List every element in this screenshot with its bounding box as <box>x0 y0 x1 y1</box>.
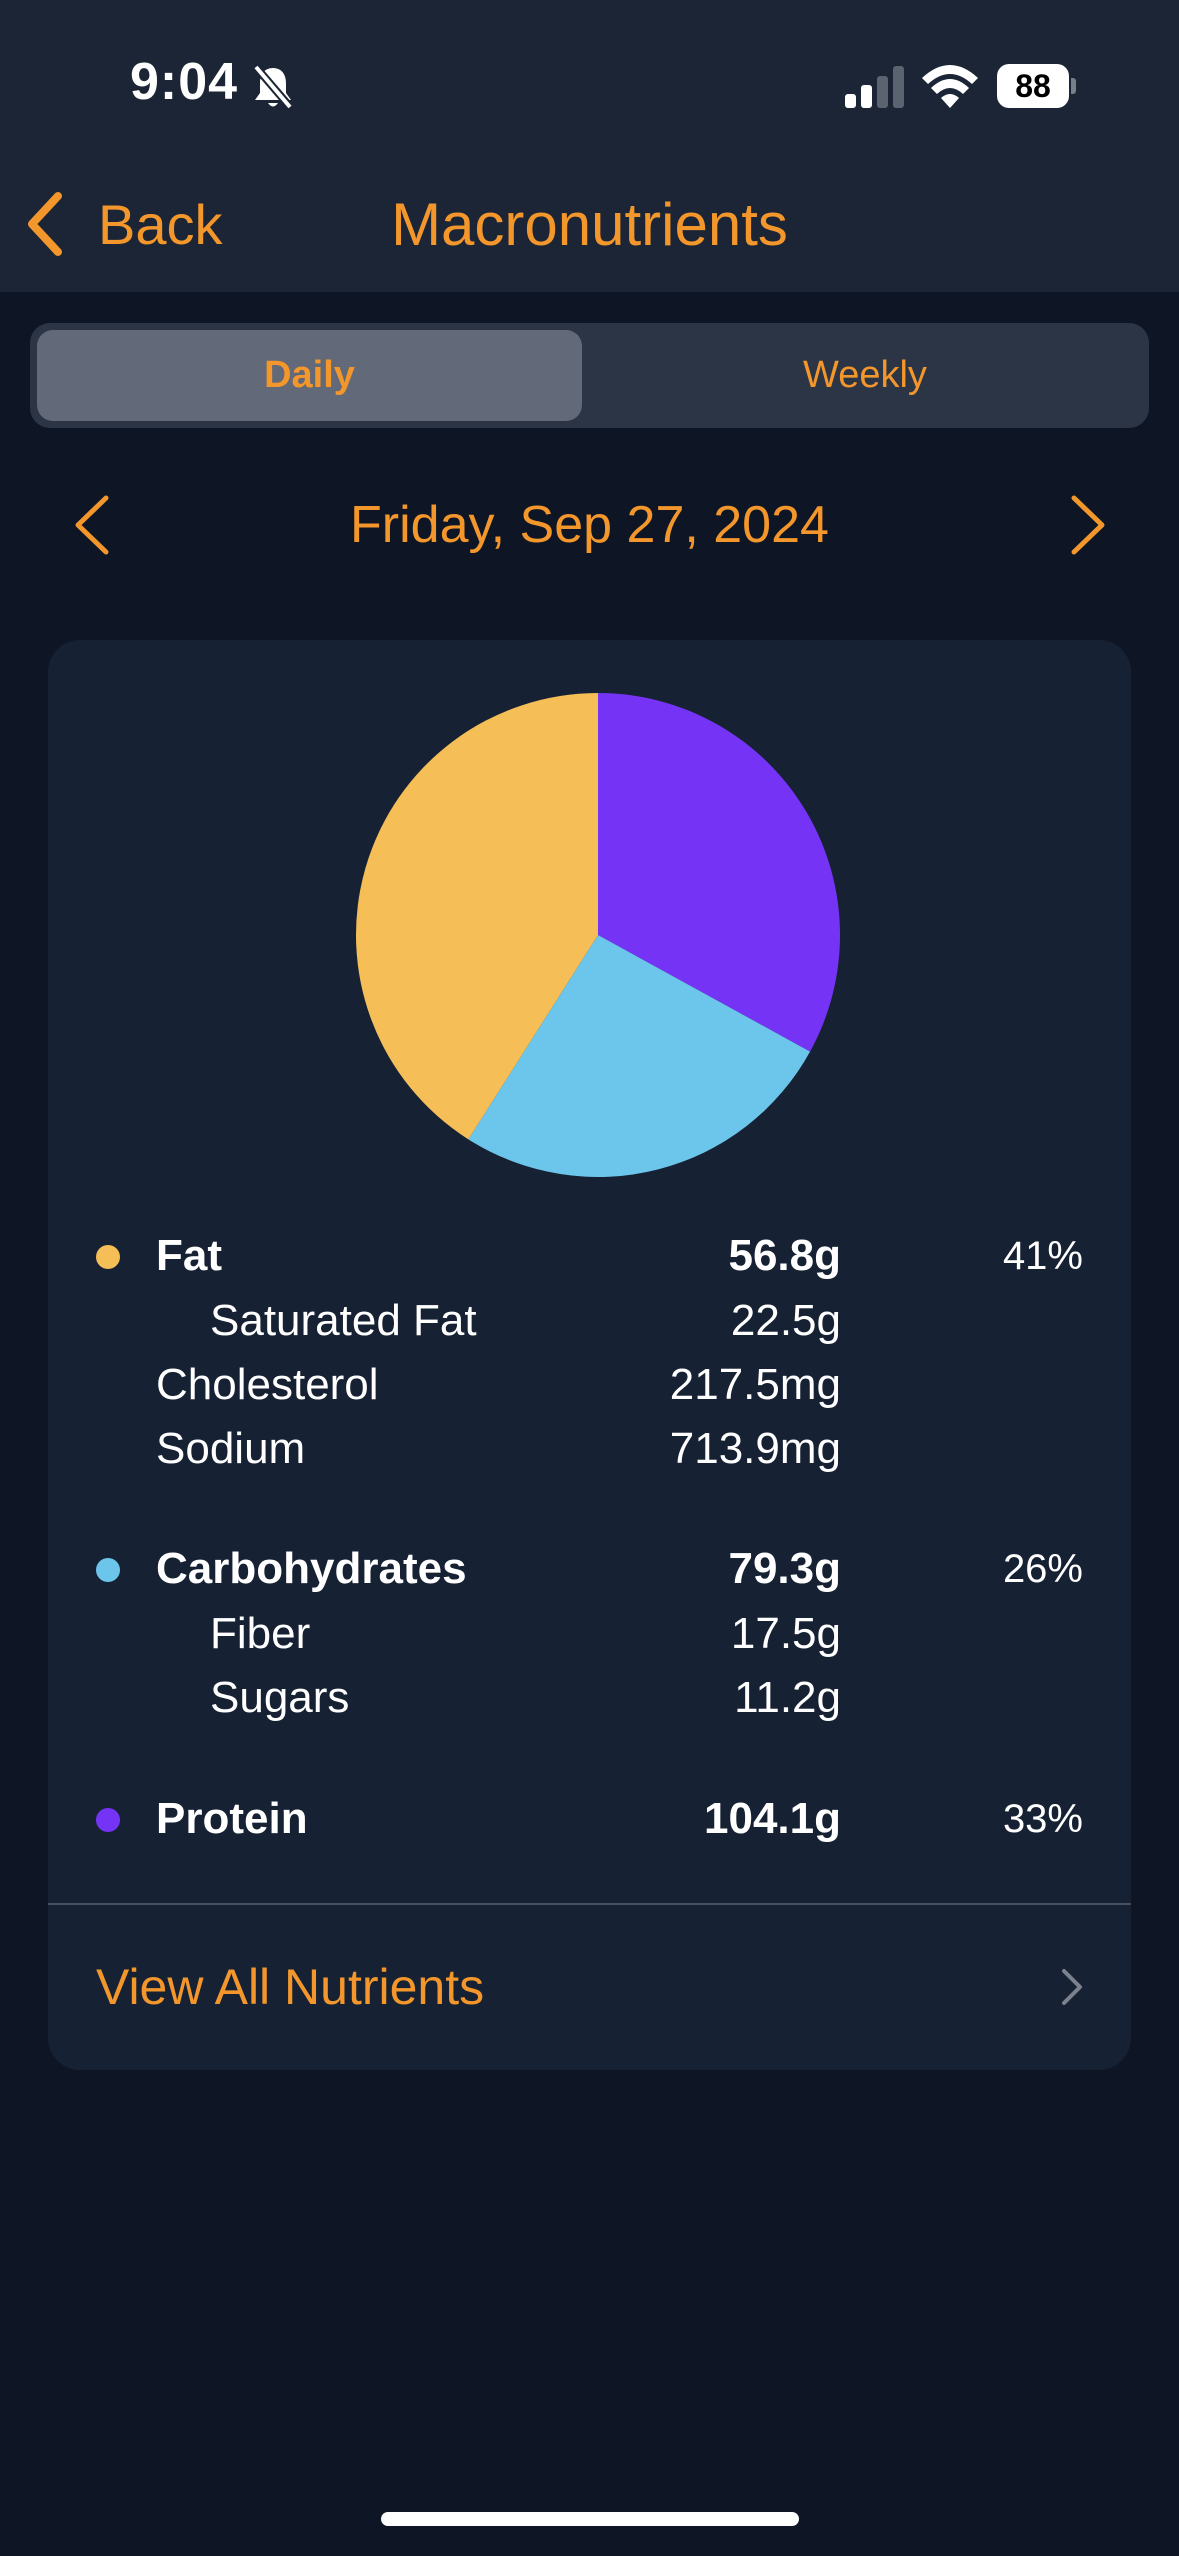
carbohydrates-percent: 26% <box>1002 1547 1083 1591</box>
view-all-nutrients-label: View All Nutrients <box>96 1959 485 2015</box>
saturated-fat-value: 22.5g <box>730 1296 841 1345</box>
chevron-right-icon <box>1062 1969 1082 2005</box>
protein-row: Protein 104.1g 33% <box>48 1788 1131 1850</box>
home-indicator <box>381 2512 799 2526</box>
sugars-row: Sugars 11.2g <box>48 1667 1131 1729</box>
chevron-left-icon <box>28 192 62 256</box>
cholesterol-value: 217.5mg <box>669 1360 841 1409</box>
pie-slice-fat <box>355 693 598 1140</box>
fat-percent: 41% <box>1002 1234 1083 1278</box>
fat-label: Fat <box>156 1231 222 1280</box>
fat-value: 56.8g <box>728 1231 841 1280</box>
back-label: Back <box>98 192 223 256</box>
top-bar <box>0 0 1179 292</box>
fiber-row: Fiber 17.5g <box>48 1603 1131 1665</box>
sodium-value: 713.9mg <box>669 1424 841 1473</box>
carbohydrates-value: 79.3g <box>728 1544 841 1593</box>
carbohydrates-label: Carbohydrates <box>156 1544 467 1593</box>
pie-slice-protein <box>598 693 841 1052</box>
macronutrients-card: Fat 56.8g 41% Saturated Fat 22.5g Choles… <box>48 640 1131 2070</box>
cellular-signal-icon <box>845 66 904 108</box>
protein-legend-dot <box>96 1808 120 1832</box>
fat-legend-dot <box>96 1245 120 1269</box>
cholesterol-label: Cholesterol <box>156 1360 379 1409</box>
fat-row: Fat 56.8g 41% <box>48 1225 1131 1287</box>
protein-label: Protein <box>156 1794 308 1843</box>
previous-day-chevron-icon[interactable] <box>62 490 122 560</box>
view-all-nutrients-button[interactable]: View All Nutrients <box>48 1905 1131 2070</box>
macronutrient-pie-chart <box>355 693 841 1178</box>
segment-weekly[interactable]: Weekly <box>803 354 927 396</box>
protein-percent: 33% <box>1002 1797 1083 1841</box>
sodium-label: Sodium <box>156 1424 306 1473</box>
battery-icon: 88 <box>997 64 1077 108</box>
back-button[interactable]: Back <box>22 188 223 260</box>
sugars-label: Sugars <box>210 1673 350 1722</box>
saturated-fat-row: Saturated Fat 22.5g <box>48 1290 1131 1352</box>
battery-level: 88 <box>997 64 1069 108</box>
saturated-fat-label: Saturated Fat <box>210 1296 477 1345</box>
page-title: Macronutrients <box>391 191 788 258</box>
status-time: 9:04 <box>130 53 239 111</box>
fiber-label: Fiber <box>210 1609 311 1658</box>
carbohydrates-legend-dot <box>96 1558 120 1582</box>
fiber-value: 17.5g <box>730 1609 841 1658</box>
wifi-icon <box>922 65 978 108</box>
sodium-row: Sodium 713.9mg <box>48 1418 1131 1480</box>
bell-slash-icon <box>251 63 295 111</box>
cholesterol-row: Cholesterol 217.5mg <box>48 1354 1131 1416</box>
date-label: Friday, Sep 27, 2024 <box>350 496 829 554</box>
carbohydrates-row: Carbohydrates 79.3g 26% <box>48 1538 1131 1600</box>
pie-slice-carbohydrates <box>468 935 811 1178</box>
battery-cap <box>1071 78 1076 94</box>
sugars-value: 11.2g <box>734 1673 841 1722</box>
next-day-chevron-icon[interactable] <box>1058 490 1118 560</box>
protein-value: 104.1g <box>704 1794 841 1843</box>
segment-daily[interactable]: Daily <box>37 330 582 421</box>
divider <box>48 1903 1131 1905</box>
period-segmented-control: Daily Weekly <box>30 323 1149 428</box>
